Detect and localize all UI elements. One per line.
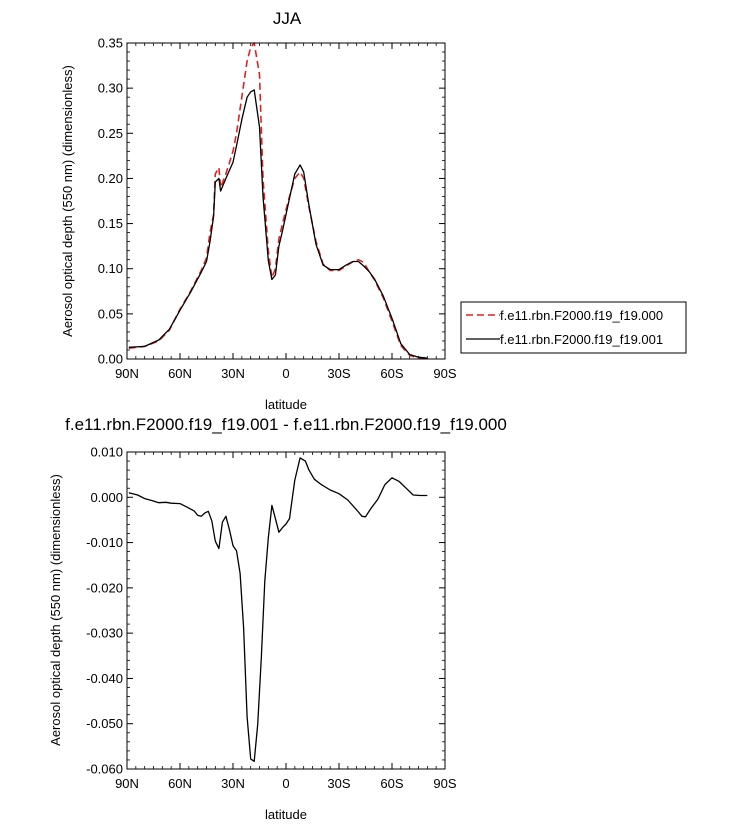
x-tick-label: 60S <box>380 366 403 381</box>
y-tick-label: 0.05 <box>98 306 123 321</box>
y-tick-label: 0.30 <box>98 81 123 96</box>
y-axis-title: Aerosol optical depth (550 nm) (dimensio… <box>48 474 63 746</box>
chart-title: JJA <box>273 9 302 28</box>
x-axis-title: latitude <box>265 397 307 412</box>
plot-frame <box>126 42 446 360</box>
x-tick-label: 30S <box>327 776 350 791</box>
x-tick-label: 90N <box>115 776 139 791</box>
y-tick-label: -0.020 <box>86 580 123 595</box>
x-tick-label: 0 <box>282 366 289 381</box>
series-lines <box>128 457 428 762</box>
mean-aod-panel: JJA 90N 60N 30N 0 30S 60S 90S 0.00 0.05 0.10 0.15 0… <box>60 9 457 412</box>
x-tick-label: 60N <box>168 776 192 791</box>
series-line-solid <box>128 89 428 359</box>
y-tick-label: -0.040 <box>86 671 123 686</box>
x-tick-label: 0 <box>282 776 289 791</box>
x-tick-label: 30N <box>221 776 245 791</box>
x-tick-label: 90S <box>433 776 456 791</box>
y-tick-label: 0.20 <box>98 171 123 186</box>
x-tick-label: 30S <box>327 366 350 381</box>
chart-title: f.e11.rbn.F2000.f19_f19.001 - f.e11.rbn.… <box>65 415 507 434</box>
y-axis-title: Aerosol optical depth (550 nm) (dimensio… <box>60 65 75 337</box>
y-tick-label: 0.000 <box>90 490 123 505</box>
y-tick-label: 0.15 <box>98 216 123 231</box>
x-tick-label: 60S <box>380 776 403 791</box>
y-tick-label: 0.35 <box>98 36 123 51</box>
y-tick-label: -0.060 <box>86 762 123 777</box>
x-axis-title: latitude <box>265 807 307 822</box>
legend-label-000: f.e11.rbn.F2000.f19_f19.000 <box>500 308 663 323</box>
legend-box <box>460 301 687 354</box>
difference-panel: f.e11.rbn.F2000.f19_f19.001 - f.e11.rbn.… <box>48 415 507 822</box>
y-tick-label: 0.10 <box>98 261 123 276</box>
legend: f.e11.rbn.F2000.f19_f19.000 f.e11.rbn.F2… <box>460 301 687 354</box>
axis-ticks: 90N 60N 30N 0 30S 60S 90S 0.00 0.05 0.10 0.15 0.20 0… <box>98 36 457 382</box>
series-line-solid <box>128 457 428 762</box>
x-tick-label: 90N <box>115 366 139 381</box>
legend-label-001: f.e11.rbn.F2000.f19_f19.001 <box>500 332 663 347</box>
x-tick-label: 60N <box>168 366 192 381</box>
x-tick-label: 30N <box>221 366 245 381</box>
series-lines <box>128 42 428 359</box>
y-tick-label: -0.050 <box>86 716 123 731</box>
y-tick-label: 0.25 <box>98 126 123 141</box>
y-tick-label: -0.010 <box>86 535 123 550</box>
y-tick-label: 0.00 <box>98 352 123 367</box>
y-tick-label: -0.030 <box>86 626 123 641</box>
x-tick-label: 90S <box>433 366 456 381</box>
series-line-dashed <box>128 42 428 359</box>
y-tick-label: 0.010 <box>90 445 123 460</box>
plot-frame <box>126 451 446 770</box>
